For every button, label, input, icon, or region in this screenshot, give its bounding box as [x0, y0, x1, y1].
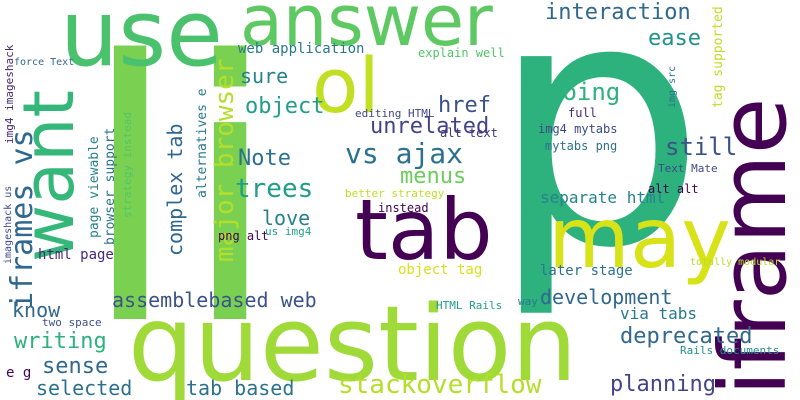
word-png-alt: png alt	[218, 229, 269, 243]
word-assemblebased-web: assemblebased web	[112, 288, 317, 312]
word-full: full	[568, 106, 597, 120]
word-via-tabs: via tabs	[620, 304, 698, 323]
word-sure: sure	[240, 64, 289, 88]
word-ol: ol	[312, 41, 380, 130]
word-mytabs-png: mytabs png	[545, 139, 618, 153]
word-selected: selected	[36, 376, 133, 400]
word-tab: tab	[355, 181, 493, 279]
word-href: href	[438, 93, 491, 118]
word-sense: sense	[42, 354, 109, 379]
word-two-space: two space	[42, 316, 102, 329]
word-going: going	[548, 78, 621, 106]
word-use: use	[60, 0, 223, 87]
word-unrelated: unrelated	[370, 114, 490, 139]
word-note: Note	[238, 146, 291, 171]
word-text-mate: Text Mate	[658, 162, 718, 175]
word-object: object	[245, 94, 325, 119]
word-still: still	[665, 133, 738, 161]
word-way: way	[518, 295, 538, 308]
word-tag-supported: tag supported	[711, 6, 726, 108]
word-object-tag: object tag	[398, 262, 483, 278]
word-p: p	[490, 0, 706, 323]
word-better-strategy: better strategy	[345, 187, 445, 200]
word-ease: ease	[648, 26, 701, 51]
word-alternatives-e: alternatives e	[195, 88, 210, 198]
word-separate-html: separate html	[540, 188, 666, 207]
word-img-src: img src	[667, 65, 678, 108]
word-force-text: force Text	[14, 57, 75, 68]
word-planning: planning	[610, 372, 716, 397]
word-menus: menus	[400, 164, 467, 189]
word-may: may	[548, 189, 732, 287]
word-page-viewable: page viewable	[87, 136, 102, 238]
word-editing-html: editing HTML	[355, 107, 435, 120]
word-us-img4: us img4	[265, 225, 312, 238]
word-totally-modular: totally modular	[690, 257, 781, 268]
word-deprecated: deprecated	[620, 324, 753, 349]
word-love: love	[262, 206, 311, 230]
word-rails-documents: Rails documents	[680, 344, 780, 357]
word-alt-alt: alt alt	[648, 182, 699, 196]
word-explain-well: explain well	[418, 46, 505, 60]
word-development: development	[540, 285, 673, 309]
word-later-stage: later stage	[540, 263, 633, 279]
word-question: question	[128, 283, 578, 400]
word-trees: trees	[235, 174, 314, 204]
word-tab-based: tab based	[186, 376, 295, 400]
word-writing: writing	[14, 329, 107, 354]
word-interaction: interaction	[545, 0, 691, 25]
word-html-page: html page	[38, 247, 114, 263]
word-html-rails: HTML Rails	[436, 299, 503, 312]
word-browser-support: browser support	[103, 127, 118, 245]
word-web-application: web application	[238, 41, 365, 57]
word-vs-ajax: vs ajax	[345, 137, 464, 170]
word-li: li	[80, 0, 281, 400]
word-img4-mytabs: img4 mytabs	[538, 122, 618, 136]
word-imageshack-us: imageshack us	[3, 185, 14, 264]
word-instead: instead	[378, 201, 429, 215]
word-answer: answer	[240, 0, 493, 62]
word-stackoverflow: stackoverflow	[338, 370, 542, 400]
word-alt-text: alt text	[440, 126, 498, 140]
word-know: know	[12, 298, 61, 322]
word-e-g: e g	[6, 365, 32, 381]
word-complex-tab: complex tab	[163, 123, 187, 256]
word-strategy-instead: strategy instead	[121, 112, 134, 218]
